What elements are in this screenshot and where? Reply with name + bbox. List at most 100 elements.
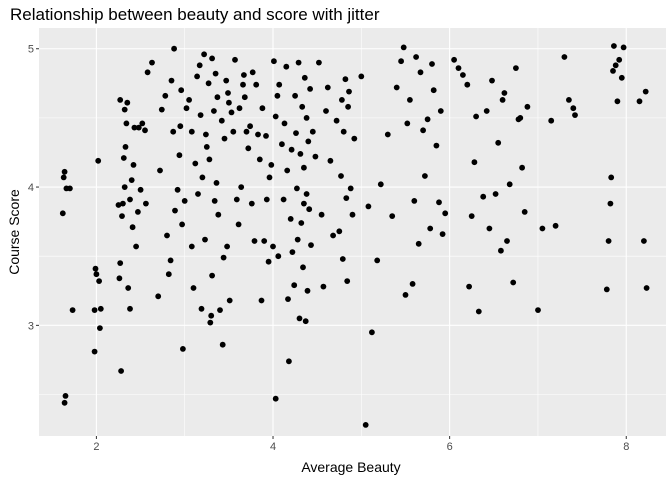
data-point <box>233 196 240 203</box>
data-point <box>280 196 287 203</box>
data-point <box>209 272 216 279</box>
data-point <box>344 278 351 284</box>
data-point <box>301 74 308 81</box>
data-point <box>433 142 440 149</box>
data-point <box>181 198 188 204</box>
data-point <box>398 58 404 65</box>
x-axis-title: Average Beauty <box>301 459 400 475</box>
data-point <box>552 222 559 229</box>
data-point <box>144 69 151 76</box>
y-tick-label: 5 <box>28 44 34 56</box>
data-point <box>471 159 478 166</box>
data-point <box>232 56 238 63</box>
data-point <box>374 257 381 264</box>
data-point <box>135 209 141 215</box>
data-point <box>96 278 102 284</box>
data-point <box>276 81 283 88</box>
data-point <box>226 99 232 106</box>
data-point <box>468 213 475 220</box>
data-point <box>492 191 499 197</box>
data-point <box>207 319 214 326</box>
data-point <box>202 236 208 243</box>
data-point <box>214 94 221 101</box>
data-point <box>170 128 177 135</box>
data-point <box>206 156 213 163</box>
x-tick-label: 2 <box>93 441 99 453</box>
data-point <box>177 123 184 130</box>
data-point <box>400 44 407 51</box>
data-point <box>116 275 123 282</box>
major-grid-lines <box>39 28 666 436</box>
data-point <box>283 63 290 70</box>
data-point <box>117 260 124 266</box>
data-point <box>284 167 291 174</box>
data-point <box>209 55 216 62</box>
data-point <box>195 191 201 197</box>
data-point <box>97 325 103 331</box>
data-point <box>190 285 197 291</box>
data-point <box>340 128 347 135</box>
data-point <box>369 329 375 336</box>
data-point <box>608 174 615 181</box>
data-point <box>268 162 275 168</box>
data-point <box>442 210 449 217</box>
data-point <box>294 236 301 243</box>
data-point <box>230 128 237 135</box>
data-point <box>519 164 525 171</box>
data-point <box>120 200 126 207</box>
data-point <box>641 238 647 244</box>
data-point <box>298 220 305 226</box>
data-point <box>165 271 172 278</box>
data-point <box>142 127 148 134</box>
data-point <box>91 348 98 355</box>
data-point <box>157 167 163 174</box>
data-point <box>316 59 322 66</box>
data-point <box>220 254 227 261</box>
data-point <box>186 97 193 103</box>
data-point <box>129 224 136 231</box>
data-point <box>275 253 282 260</box>
data-point <box>224 243 231 250</box>
data-point <box>614 98 621 105</box>
data-point <box>415 240 422 247</box>
data-point <box>133 243 140 250</box>
data-point <box>188 243 195 250</box>
data-point <box>351 135 358 142</box>
data-point <box>389 213 396 220</box>
data-point <box>439 231 446 238</box>
data-point <box>235 221 242 228</box>
data-point <box>124 99 131 106</box>
data-point <box>307 86 313 92</box>
data-point <box>137 186 144 193</box>
data-point <box>420 127 426 134</box>
data-point <box>120 155 127 161</box>
data-point <box>286 358 292 365</box>
data-point <box>306 206 313 213</box>
data-point <box>611 43 617 49</box>
data-point <box>642 88 649 95</box>
data-point <box>61 399 68 406</box>
data-point <box>263 133 269 139</box>
data-point <box>339 97 345 103</box>
data-points <box>59 43 650 428</box>
data-point <box>318 211 325 218</box>
data-point <box>570 105 577 112</box>
data-point <box>288 146 295 153</box>
data-point <box>424 116 431 123</box>
data-point <box>69 307 76 313</box>
data-point <box>243 128 250 135</box>
data-point <box>149 59 155 66</box>
data-point <box>121 184 128 191</box>
data-point <box>258 297 265 304</box>
data-point <box>221 135 228 142</box>
data-point <box>155 293 162 300</box>
data-point <box>211 198 218 204</box>
data-point <box>201 51 208 58</box>
data-point <box>495 139 502 146</box>
data-point <box>91 307 98 313</box>
data-point <box>62 393 69 399</box>
data-point <box>308 242 314 249</box>
data-point <box>342 76 349 83</box>
data-point <box>259 105 266 112</box>
data-point <box>261 238 268 244</box>
